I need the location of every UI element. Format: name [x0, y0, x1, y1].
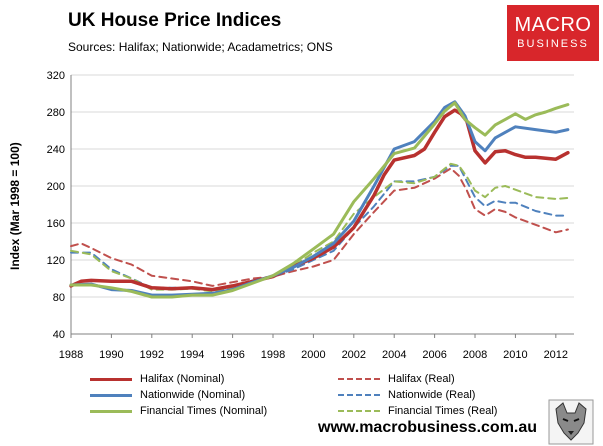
legend-item: Nationwide (Real) [338, 388, 475, 402]
legend-label: Nationwide (Nominal) [140, 389, 246, 401]
y-tick-label: 200 [47, 181, 65, 193]
x-tick-label: 1994 [180, 349, 204, 361]
wolf-mascot-icon [548, 399, 594, 445]
legend-item: Financial Times (Real) [338, 404, 497, 418]
x-tick-label: 2012 [544, 349, 568, 361]
x-tick-label: 1998 [261, 349, 285, 361]
y-tick-label: 280 [47, 107, 65, 119]
legend-swatch [338, 394, 380, 396]
legend-swatch [338, 410, 380, 412]
legend-item: Halifax (Real) [338, 372, 455, 386]
x-tick-label: 2008 [463, 349, 487, 361]
x-tick-label: 1988 [59, 349, 83, 361]
axes [70, 75, 574, 338]
tick-labels: 40 80 120 160 200 240 280 320 1988 1990 1992 1994 19… [47, 70, 568, 361]
y-tick-label: 40 [53, 329, 65, 341]
legend-swatch [90, 377, 132, 381]
y-tick-label: 320 [47, 70, 65, 82]
series-line-halifax-nominal [69, 108, 570, 292]
y-tick-label: 120 [47, 255, 65, 267]
series-lines [69, 100, 570, 299]
x-tick-label: 2004 [382, 349, 406, 361]
logo-line1: MACRO [514, 14, 592, 36]
legend-label: Halifax (Real) [388, 373, 455, 385]
x-tick-label: 2002 [342, 349, 366, 361]
logo-line2: BUSINESS [517, 38, 589, 50]
chart-title: UK House Price Indices [68, 10, 282, 31]
legend-label: Halifax (Nominal) [140, 373, 225, 385]
legend-swatch [90, 393, 132, 397]
website-url: www.macrobusiness.com.au [318, 419, 538, 436]
legend-label: Financial Times (Real) [388, 405, 498, 417]
legend-label: Nationwide (Real) [388, 389, 476, 401]
legend-item: Financial Times (Nominal) [90, 404, 267, 418]
x-tick-label: 2010 [503, 349, 527, 361]
series-line-nationwide-nominal [69, 100, 570, 297]
x-tick-label: 2006 [422, 349, 446, 361]
x-tick-label: 2000 [301, 349, 325, 361]
series-line-nationwide-real [70, 164, 569, 291]
x-tick-label: 1992 [140, 349, 164, 361]
x-tick-label: 1996 [220, 349, 244, 361]
series-line-financial-times-real [70, 162, 569, 293]
legend-item: Halifax (Nominal) [90, 372, 224, 386]
macrobusiness-logo: MACRO BUSINESS [507, 5, 599, 61]
y-tick-label: 80 [53, 292, 65, 304]
y-tick-label: 240 [47, 144, 65, 156]
x-tick-label: 1990 [99, 349, 123, 361]
legend-swatch [90, 409, 132, 413]
legend-label: Financial Times (Nominal) [140, 405, 268, 417]
chart-subtitle: Sources: Halifax; Nationwide; Acadametri… [68, 40, 333, 54]
y-tick-label: 160 [47, 218, 65, 230]
series-line-financial-times-nominal [69, 101, 570, 299]
series-line-halifax-real [70, 167, 569, 287]
legend-item: Nationwide (Nominal) [90, 388, 245, 402]
legend-swatch [338, 378, 380, 380]
